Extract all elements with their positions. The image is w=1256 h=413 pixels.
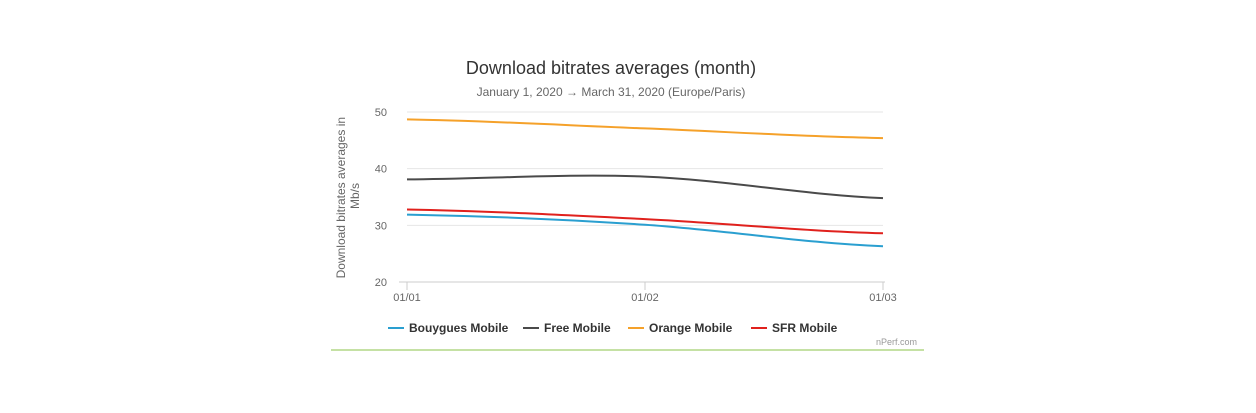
x-axis: 01/01 01/02 01/03 <box>393 281 897 304</box>
chart-title: Download bitrates averages (month) <box>466 58 756 78</box>
legend-label: Free Mobile <box>544 321 611 335</box>
x-tick-label: 01/03 <box>869 292 897 304</box>
y-axis-label: Download bitrates averages in Mb/s <box>334 114 362 279</box>
chart-subtitle: January 1, 2020 → March 31, 2020 (Europe… <box>477 85 746 99</box>
grid-lines: 20 30 40 50 <box>375 107 883 289</box>
legend[interactable]: Bouygues Mobile Free Mobile Orange Mobile S… <box>388 321 838 335</box>
y-tick-label: 40 <box>375 164 387 176</box>
series-line[interactable] <box>406 174 884 200</box>
series-lines <box>406 118 884 248</box>
series-line[interactable] <box>406 213 884 248</box>
legend-label: SFR Mobile <box>772 321 838 335</box>
legend-item[interactable]: Free Mobile <box>523 321 611 335</box>
y-tick-label: 30 <box>375 220 387 232</box>
y-tick-label: 20 <box>375 277 387 289</box>
credit-label[interactable]: nPerf.com <box>876 337 917 347</box>
y-axis-label-line-1: Download bitrates averages in <box>334 117 348 278</box>
x-tick-label: 01/01 <box>393 292 421 304</box>
legend-label: Orange Mobile <box>649 321 733 335</box>
legend-item[interactable]: Orange Mobile <box>628 321 733 335</box>
legend-item[interactable]: Bouygues Mobile <box>388 321 509 335</box>
legend-label: Bouygues Mobile <box>409 321 509 335</box>
y-axis-label-line-2: Mb/s <box>348 183 362 209</box>
series-line[interactable] <box>406 118 884 140</box>
series-line[interactable] <box>406 208 884 235</box>
legend-item[interactable]: SFR Mobile <box>751 321 838 335</box>
y-tick-label: 50 <box>375 107 387 119</box>
x-tick-label: 01/02 <box>631 292 659 304</box>
